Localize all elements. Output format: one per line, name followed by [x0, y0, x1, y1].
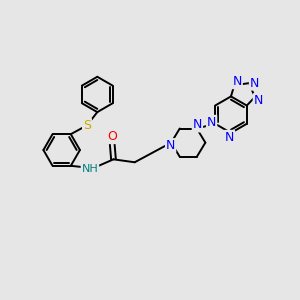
Text: N: N [166, 139, 175, 152]
Text: NH: NH [82, 164, 98, 174]
Text: N: N [207, 116, 216, 129]
Text: O: O [107, 130, 117, 143]
Text: N: N [193, 118, 202, 131]
Text: N: N [254, 94, 263, 107]
Text: S: S [83, 119, 91, 132]
Text: N: N [250, 76, 259, 90]
Text: N: N [225, 131, 234, 144]
Text: N: N [232, 75, 242, 88]
